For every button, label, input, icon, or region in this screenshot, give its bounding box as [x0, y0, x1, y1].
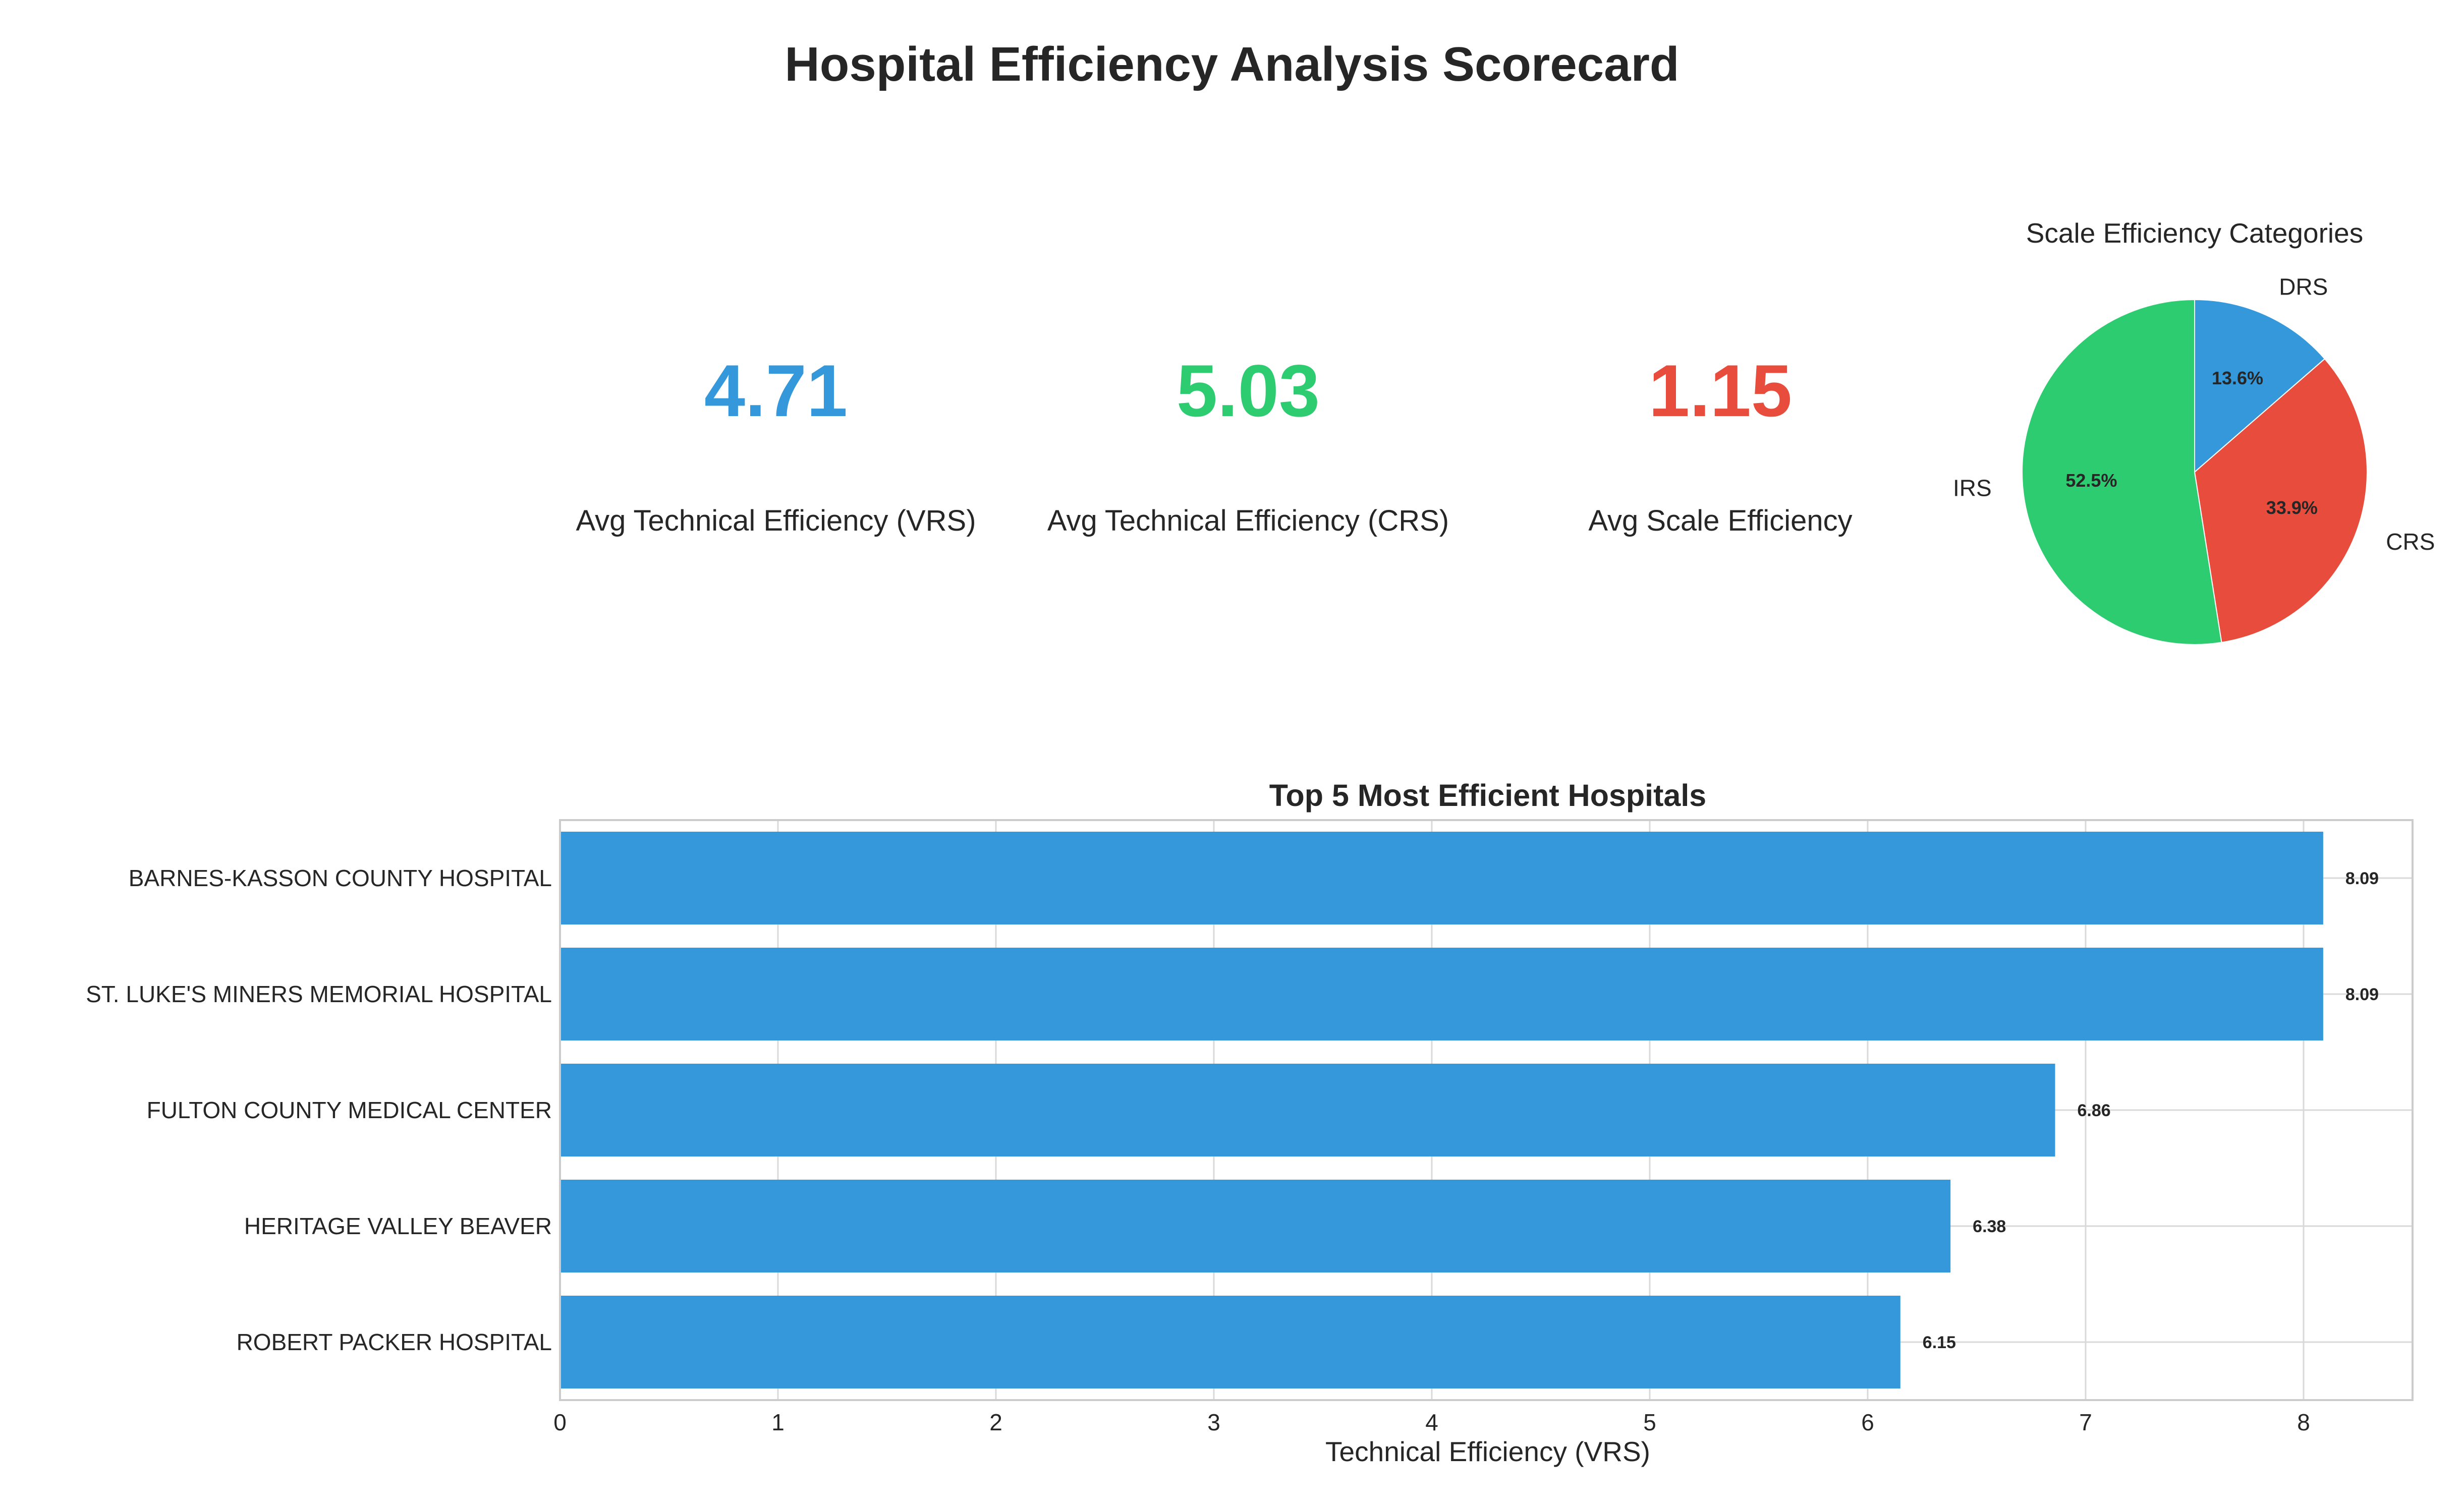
pie-percent-label: 33.9%	[2266, 497, 2318, 518]
kpi-label: Avg Technical Efficiency (CRS)	[1047, 504, 1449, 537]
x-tick-label: 5	[1643, 1409, 1656, 1435]
category-label: BARNES-KASSON COUNTY HOSPITAL	[129, 865, 552, 891]
x-tick-label: 0	[553, 1409, 567, 1435]
kpi-card-crs: 5.03 Avg Technical Efficiency (CRS)	[1047, 350, 1449, 537]
pie-slice-crs	[2194, 358, 2368, 643]
category-label: FULTON COUNTY MEDICAL CENTER	[147, 1097, 552, 1123]
bar	[560, 832, 2323, 924]
top-hospitals-bar-chart: Top 5 Most Efficient Hospitals Technical…	[86, 778, 2414, 1467]
bar-value-label: 6.38	[1973, 1217, 2006, 1236]
kpi-label: Avg Scale Efficiency	[1588, 504, 1852, 537]
kpi-value: 5.03	[1177, 350, 1320, 432]
category-label: ST. LUKE'S MINERS MEMORIAL HOSPITAL	[86, 981, 552, 1007]
bar-value-label: 6.86	[2078, 1101, 2111, 1120]
bar	[560, 948, 2323, 1040]
kpi-value: 1.15	[1649, 350, 1792, 432]
x-tick-label: 6	[1861, 1409, 1874, 1435]
bar-value-label: 6.15	[1923, 1333, 1956, 1352]
pie-label-irs: IRS	[1953, 475, 1992, 501]
pie-slice-irs	[2022, 299, 2222, 645]
bar	[560, 1180, 1951, 1272]
x-axis-label: Technical Efficiency (VRS)	[1325, 1436, 1650, 1467]
x-tick-label: 2	[989, 1409, 1002, 1435]
pie-chart-title: Scale Efficiency Categories	[2026, 217, 2364, 249]
kpi-label: Avg Technical Efficiency (VRS)	[576, 504, 976, 537]
x-tick-label: 7	[2079, 1409, 2092, 1435]
bar-chart-title: Top 5 Most Efficient Hospitals	[1269, 778, 1706, 813]
pie-label-drs: DRS	[2279, 274, 2328, 300]
x-tick-label: 8	[2297, 1409, 2310, 1435]
page-title: Hospital Efficiency Analysis Scorecard	[785, 37, 1679, 91]
x-tick-label: 1	[771, 1409, 785, 1435]
scale-efficiency-pie-chart: Scale Efficiency Categories DRS 13.6% CRS 3…	[1953, 217, 2435, 645]
pie-label-crs: CRS	[2386, 529, 2435, 555]
category-label: HERITAGE VALLEY BEAVER	[244, 1213, 552, 1239]
category-label: ROBERT PACKER HOSPITAL	[237, 1329, 552, 1355]
bar	[560, 1064, 2055, 1156]
x-tick-label: 4	[1425, 1409, 1438, 1435]
kpi-card-vrs: 4.71 Avg Technical Efficiency (VRS)	[576, 350, 976, 537]
bar-value-label: 8.09	[2345, 869, 2379, 888]
pie-percent-label: 13.6%	[2212, 368, 2263, 388]
pie-percent-label: 52.5%	[2065, 470, 2117, 491]
bar-value-label: 8.09	[2345, 985, 2379, 1004]
pie-slice-drs	[2194, 299, 2326, 474]
x-tick-label: 3	[1207, 1409, 1220, 1435]
plot-frame	[559, 819, 2414, 1401]
kpi-value: 4.71	[704, 350, 848, 432]
kpi-card-scale: 1.15 Avg Scale Efficiency	[1588, 350, 1852, 537]
bar	[560, 1296, 1900, 1388]
